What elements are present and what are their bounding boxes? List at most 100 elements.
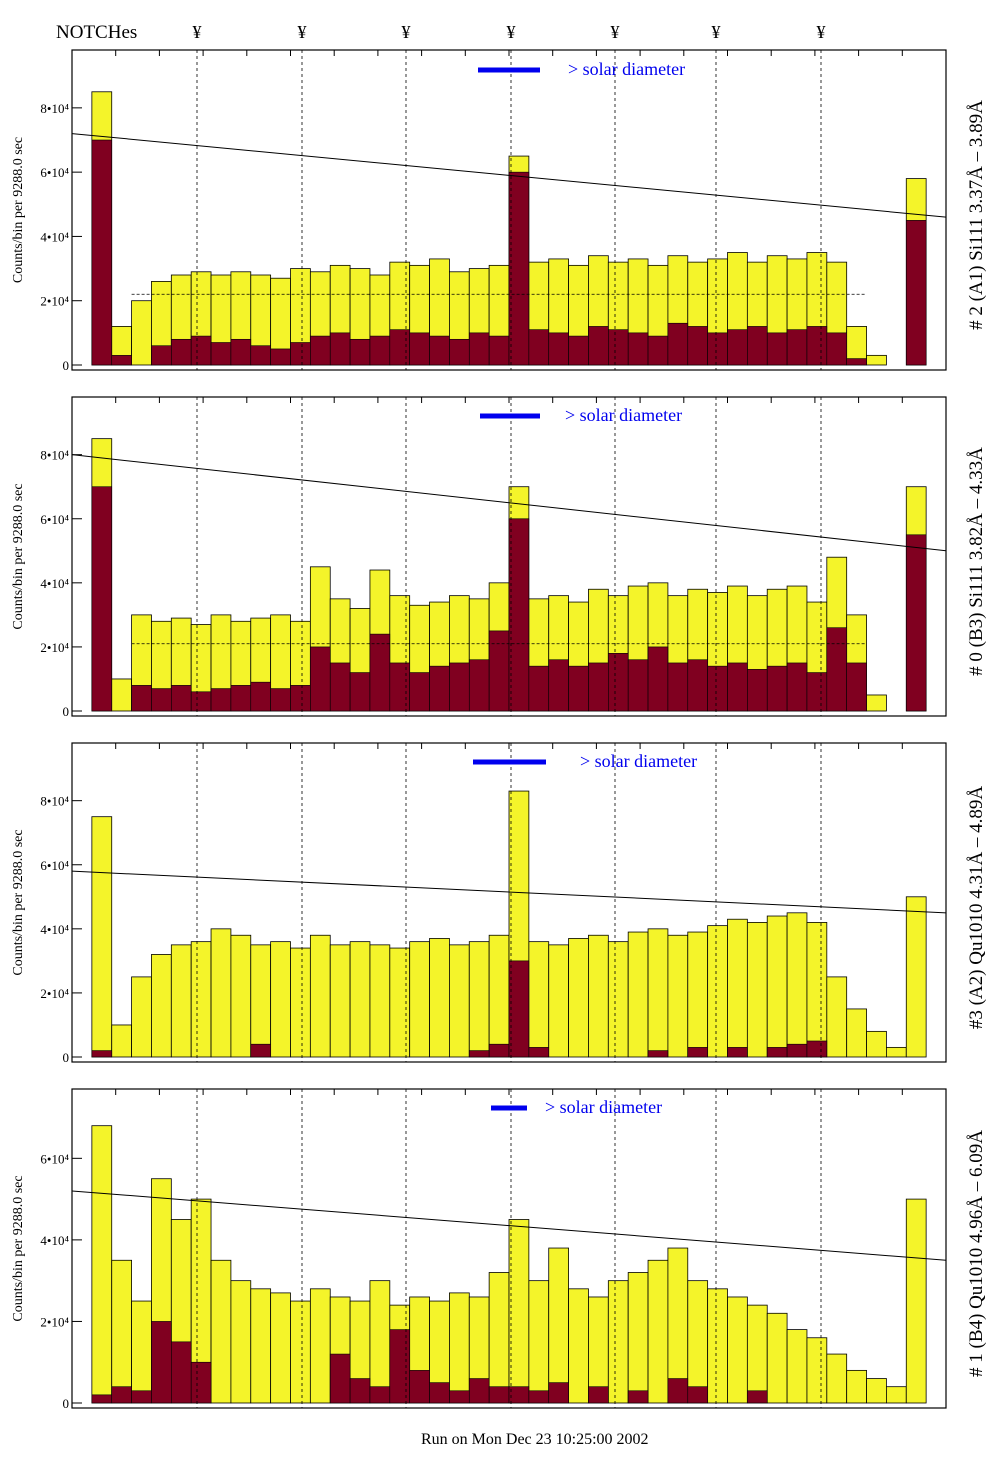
y-tick-label: 8•10⁴ (40, 794, 69, 809)
subset-bar (389, 662, 410, 712)
subset-bar (310, 335, 331, 366)
total-bar (846, 1369, 867, 1404)
total-bar (111, 1259, 132, 1404)
subset-bar (210, 688, 232, 712)
subset-bar (528, 665, 550, 712)
total-bar (369, 944, 391, 1058)
subset-bar (369, 335, 391, 366)
y-tick-label: 2•10⁴ (40, 1314, 69, 1329)
subset-bar (548, 659, 569, 712)
y-axis-label: Counts/bin per 9288.0 sec (11, 829, 26, 975)
y-tick-label: 6•10⁴ (40, 165, 69, 180)
subset-bar (329, 332, 351, 366)
subset-bar (588, 662, 609, 712)
subset-bar (488, 1043, 510, 1058)
subset-bar (190, 691, 212, 712)
subset-bar (806, 326, 828, 366)
legend-label: > solar diameter (580, 751, 697, 771)
total-bar (746, 922, 768, 1058)
subset-bar (389, 329, 410, 366)
subset-bar (727, 329, 748, 366)
subset-bar (627, 659, 649, 712)
total-bar (826, 1353, 848, 1404)
total-bar (409, 941, 430, 1058)
total-bar (727, 1296, 748, 1404)
subset-bar (349, 672, 371, 712)
total-bar (627, 931, 649, 1058)
subset-bar (270, 348, 291, 366)
subset-bar (190, 1361, 212, 1404)
trend-line (71, 133, 947, 218)
trend-line (71, 454, 947, 552)
total-bar (190, 941, 212, 1058)
total-bar (131, 1300, 152, 1404)
total-bar (786, 912, 808, 1058)
subset-bar (151, 688, 172, 712)
subset-bar (151, 345, 172, 366)
total-bar (91, 1125, 113, 1404)
subset-bar (667, 1378, 689, 1404)
panel-3: 0 2•10⁴ 4•10⁴ 6•10⁴ Counts/bin per 9288.0 se… (11, 1088, 987, 1411)
subset-bar (429, 665, 450, 712)
total-bar (866, 1030, 887, 1058)
legend-label: > solar diameter (568, 59, 685, 79)
subset-bar (250, 1043, 271, 1058)
total-bar (250, 944, 272, 1058)
total-bar (528, 941, 550, 1058)
notch-marker: ¥ (193, 22, 202, 42)
y-tick-label: 4•10⁴ (40, 1233, 69, 1248)
subset-bar (806, 1040, 828, 1058)
y-tick-label: 4•10⁴ (40, 576, 69, 591)
total-bar (111, 1024, 132, 1058)
subset-bar (826, 332, 847, 366)
total-bar (290, 1300, 311, 1404)
subset-bar (349, 338, 371, 366)
total-bar (309, 1288, 331, 1404)
total-bar (746, 1304, 768, 1404)
total-bar (846, 1008, 867, 1058)
subset-bar (707, 665, 728, 712)
subset-bar (905, 220, 927, 366)
total-bar (607, 1280, 629, 1404)
total-bar (548, 1247, 569, 1404)
subset-bar (449, 338, 470, 366)
total-bar (905, 896, 927, 1058)
total-bar (290, 947, 311, 1058)
subset-bar (429, 335, 450, 366)
subset-bar (389, 1329, 410, 1404)
total-bar (170, 944, 192, 1058)
subset-bar (131, 685, 152, 712)
subset-bar (290, 342, 311, 366)
subset-bar (548, 1382, 569, 1404)
panel-title: # 0 (B3) Si111 3.82Å – 4.33Å (966, 447, 987, 676)
panel-title: # 1 (B4) Qu1010 4.96Å – 6.09Å (966, 1130, 987, 1377)
subset-bar (310, 646, 331, 712)
total-bar (210, 1259, 232, 1404)
subset-bar (806, 672, 828, 712)
total-bar (806, 1337, 828, 1404)
total-bar (607, 941, 629, 1058)
subset-bar (786, 662, 808, 712)
y-tick-label: 2•10⁴ (40, 986, 69, 1001)
total-bar (230, 934, 252, 1058)
run-timestamp: Run on Mon Dec 23 10:25:00 2002 (421, 1431, 649, 1448)
subset-bar (687, 659, 708, 712)
total-bar (627, 1272, 649, 1404)
subset-bar (747, 669, 768, 712)
subset-bar (687, 1047, 708, 1058)
subset-bar (488, 630, 510, 712)
total-bar (131, 300, 152, 366)
subset-bar (608, 329, 629, 366)
total-bar (647, 1259, 669, 1404)
total-bar (806, 922, 828, 1058)
total-bar (866, 354, 887, 366)
y-axis-label: Counts/bin per 9288.0 sec (11, 1175, 26, 1321)
total-bar (866, 1378, 887, 1404)
total-bar (230, 1280, 252, 1404)
total-bar (826, 976, 848, 1058)
legend-label: > solar diameter (545, 1097, 662, 1117)
total-bar (91, 816, 113, 1058)
total-bar (468, 941, 490, 1058)
subset-bar (369, 633, 391, 712)
y-tick-label: 0 (63, 704, 70, 719)
